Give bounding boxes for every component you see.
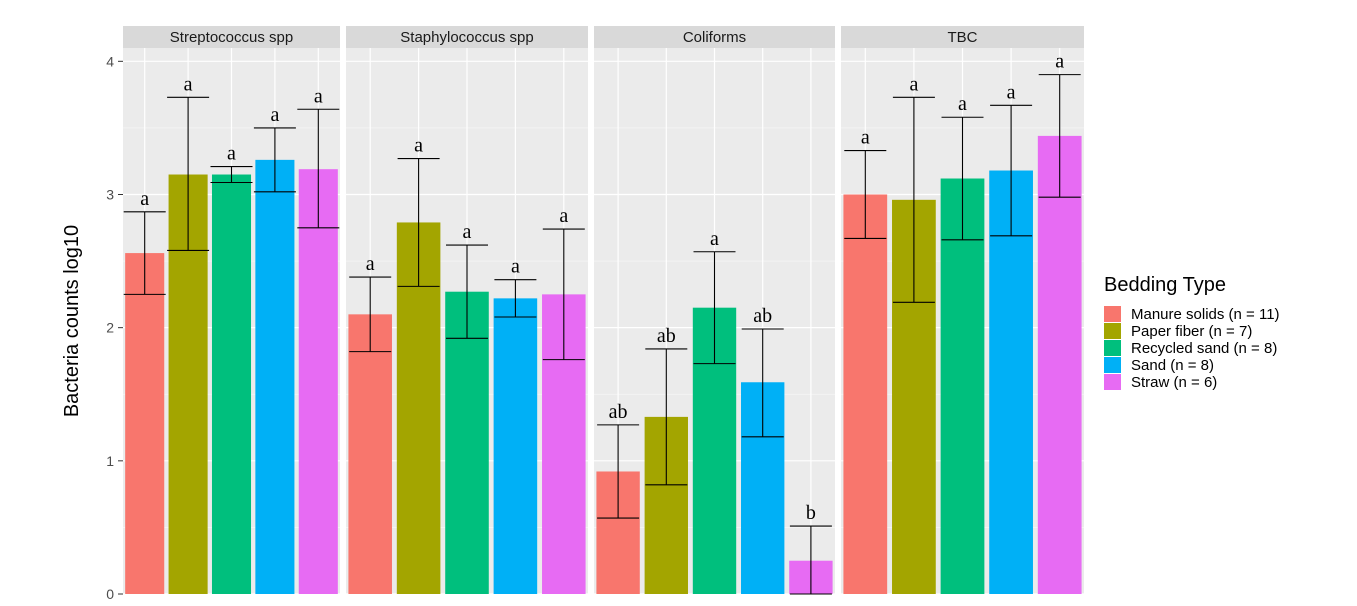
- y-tick-label: 4: [106, 53, 114, 69]
- bar: [125, 253, 165, 594]
- legend-label: Manure solids (n = 11): [1131, 306, 1280, 323]
- legend-swatch: [1104, 374, 1121, 390]
- significance-label: a: [366, 253, 375, 275]
- facet-title: Streptococcus spp: [170, 29, 293, 46]
- legend-title: Bedding Type: [1104, 274, 1226, 296]
- facet-title: Staphylococcus spp: [400, 29, 533, 46]
- significance-label: a: [463, 221, 472, 243]
- significance-label: a: [227, 143, 236, 165]
- bar: [348, 314, 392, 594]
- bar: [445, 291, 489, 594]
- significance-label: a: [140, 188, 149, 210]
- facet-strip: [346, 26, 588, 48]
- significance-label: a: [861, 127, 870, 149]
- facet-panel: Staphylococcus spp a a a a a: [346, 26, 588, 595]
- bar: [1037, 135, 1082, 594]
- legend-swatch: [1104, 340, 1121, 356]
- facet-title: Coliforms: [683, 29, 746, 46]
- significance-label: a: [314, 85, 323, 107]
- y-tick-label: 0: [106, 586, 114, 602]
- significance-label: b: [806, 502, 816, 524]
- significance-label: a: [1055, 51, 1064, 73]
- facet-strip: [123, 26, 340, 48]
- significance-label: ab: [657, 325, 676, 347]
- y-tick-label: 1: [106, 453, 114, 469]
- y-tick-label: 3: [106, 186, 114, 202]
- legend-swatch: [1104, 306, 1121, 322]
- legend-label: Straw (n = 6): [1131, 374, 1217, 391]
- facet-title: TBC: [948, 29, 978, 46]
- significance-label: a: [414, 135, 423, 157]
- significance-label: ab: [753, 305, 772, 327]
- bar: [255, 159, 295, 595]
- facet-panel: Coliforms ab ab a ab b: [594, 26, 835, 595]
- facet-panel: Streptococcus spp a a a a a: [123, 26, 340, 595]
- legend-swatch: [1104, 357, 1121, 373]
- significance-label: a: [270, 104, 279, 126]
- legend-swatch: [1104, 323, 1121, 339]
- significance-label: a: [909, 73, 918, 95]
- bar: [298, 169, 338, 594]
- bar: [211, 174, 252, 594]
- significance-label: a: [958, 93, 967, 115]
- bar: [493, 298, 538, 594]
- legend-label: Sand (n = 8): [1131, 357, 1214, 374]
- significance-label: ab: [609, 401, 628, 423]
- bar: [843, 194, 888, 595]
- facet-strip: [594, 26, 835, 48]
- y-tick-label: 2: [106, 320, 114, 336]
- bar: [940, 178, 985, 594]
- significance-label: a: [1007, 81, 1016, 103]
- significance-label: a: [710, 228, 719, 250]
- legend: Bedding Type Manure solids (n = 11)Paper…: [1104, 274, 1280, 391]
- significance-label: a: [559, 205, 568, 227]
- significance-label: a: [511, 256, 520, 278]
- legend-label: Recycled sand (n = 8): [1131, 340, 1277, 357]
- facet-strip: [841, 26, 1084, 48]
- y-axis-label: Bacteria counts log10: [61, 225, 83, 417]
- facet-panel: TBC a a a a a: [841, 26, 1084, 595]
- bar: [989, 170, 1033, 594]
- legend-label: Paper fiber (n = 7): [1131, 323, 1252, 340]
- y-axis: 0 1 2 3 4: [106, 53, 123, 602]
- significance-label: a: [184, 73, 193, 95]
